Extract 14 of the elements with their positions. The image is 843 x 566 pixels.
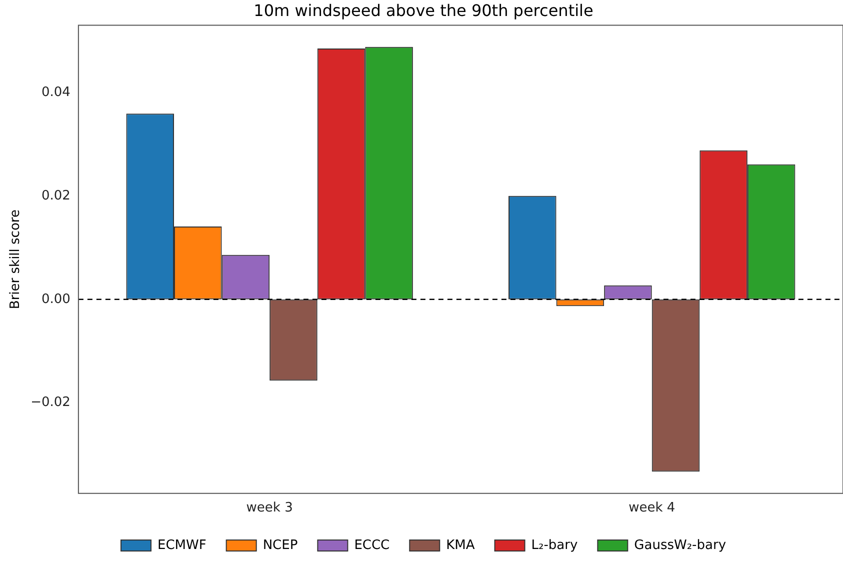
legend-label: L₂-bary [531, 538, 578, 553]
y-tick-label: 0.02 [41, 188, 70, 204]
chart-title: 10m windspeed above the 90th percentile [254, 0, 594, 20]
legend-label: KMA [446, 538, 475, 553]
x-tick-label: week 4 [628, 500, 676, 516]
y-axis-title: Brier skill score [8, 210, 24, 310]
legend-label: ECMWF [157, 538, 206, 553]
legend-label: GaussW₂-bary [634, 538, 726, 553]
y-tick-label: −0.02 [30, 395, 70, 410]
y-tick-label: 0.04 [41, 84, 70, 100]
y-tick-label: 0.00 [41, 292, 70, 307]
legend-label: NCEP [262, 538, 298, 553]
legend-label: ECCC [354, 538, 390, 553]
x-tick-label: week 3 [246, 500, 293, 516]
